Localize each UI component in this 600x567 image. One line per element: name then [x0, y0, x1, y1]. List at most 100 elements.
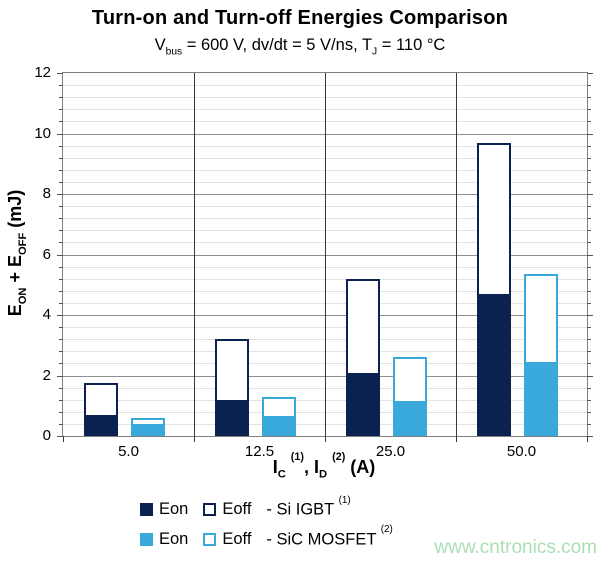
- si-igbt-stacked-bar-5.0: [83, 383, 118, 436]
- x-axis-tick: [63, 436, 64, 442]
- y-axis-tick: [587, 133, 593, 135]
- y-axis-tick: [59, 97, 63, 99]
- si-igbt-stacked-bar-25.0: [345, 278, 380, 436]
- si-igbt-eon-segment-5.0: [85, 414, 116, 434]
- y-axis-tick: [59, 278, 63, 280]
- y-axis-tick: [57, 254, 63, 256]
- y-axis-tick: [587, 85, 591, 87]
- x-category-label: 25.0: [375, 443, 406, 460]
- y-axis-tick: [587, 423, 591, 425]
- si-igbt-eon-segment-25.0: [347, 372, 378, 434]
- legend-row-si-igbt: Eon Eoff - Si IGBT (1): [140, 494, 393, 520]
- y-axis-tick: [59, 181, 63, 183]
- y-axis-tick: [587, 218, 591, 220]
- y-tick-label: 12: [34, 64, 51, 81]
- legend-series-label: - SiC MOSFET (2): [266, 524, 393, 548]
- y-axis-tick: [587, 339, 591, 341]
- legend: Eon Eoff - Si IGBT (1) Eon Eoff - SiC MO…: [140, 494, 393, 550]
- eon-sic-mosfet-swatch: [140, 532, 153, 546]
- y-axis-tick: [57, 436, 63, 437]
- y-axis-tick: [587, 109, 591, 111]
- y-axis-tick: [59, 411, 63, 413]
- x-axis-tick: [194, 436, 195, 442]
- legend-row-sic-mosfet: Eon Eoff - SiC MOSFET (2): [140, 524, 393, 550]
- si-igbt-eon-segment-50.0: [478, 293, 509, 434]
- x-axis-tick: [456, 436, 457, 442]
- y-axis-tick: [587, 194, 593, 195]
- y-axis-tick: [59, 423, 63, 425]
- legend-eoff-label: Eoff: [222, 500, 252, 519]
- y-axis-tick: [59, 242, 63, 244]
- sic-mosfet-stacked-bar-12.5: [261, 396, 296, 436]
- chart-subtitle: Vbus = 600 V, dv/dt = 5 V/ns, TJ = 110 °…: [154, 36, 446, 58]
- sic-mosfet-stacked-bar-25.0: [392, 357, 427, 436]
- y-axis-tick: [587, 436, 593, 437]
- category-separator: [456, 73, 457, 436]
- plot-area: 0 2 4 6 8 10 12 5.0 12.5 25.0 50.0: [34, 64, 593, 460]
- y-axis-tick: [587, 73, 593, 74]
- sic-mosfet-eon-segment-5.0: [132, 423, 163, 434]
- y-axis-tick: [587, 363, 591, 365]
- legend-eoff-label: Eoff: [222, 529, 252, 548]
- y-axis-tick: [59, 399, 63, 401]
- y-axis-tick: [57, 133, 63, 135]
- y-tick-label: 4: [42, 306, 51, 323]
- x-category-label: 5.0: [118, 443, 139, 460]
- legend-eon-label: Eon: [159, 529, 189, 548]
- y-axis-tick: [587, 145, 591, 147]
- y-axis-tick: [587, 254, 593, 256]
- x-axis-tick: [325, 436, 326, 442]
- y-axis-tick: [587, 399, 591, 401]
- y-axis-tick: [59, 230, 63, 232]
- y-axis-tick: [59, 169, 63, 171]
- x-axis-title: IC (1), ID (2) (A): [272, 451, 376, 481]
- si-igbt-stacked-bar-12.5: [214, 339, 249, 436]
- y-axis-tick: [587, 230, 591, 232]
- eoff-sic-mosfet-swatch: [203, 532, 217, 546]
- eon-si-igbt-swatch: [140, 503, 153, 517]
- y-tick-label: 10: [34, 124, 51, 142]
- y-axis-tick: [59, 206, 63, 208]
- y-axis-tick: [59, 145, 63, 147]
- y-tick-label: 8: [42, 185, 51, 202]
- si-igbt-eon-segment-12.5: [216, 399, 247, 434]
- y-axis-tick: [587, 181, 591, 183]
- x-category-label: 12.5: [244, 443, 275, 460]
- y-axis-tick: [587, 97, 591, 99]
- y-axis-tick: [57, 194, 63, 195]
- y-axis-tick: [587, 327, 591, 329]
- y-axis-tick: [587, 278, 591, 280]
- x-axis-tick: [587, 436, 588, 442]
- y-axis-tick: [587, 157, 591, 159]
- sic-mosfet-eon-segment-25.0: [394, 401, 425, 434]
- y-tick-label: 0: [42, 427, 51, 444]
- y-axis-tick: [587, 315, 593, 316]
- category-separator: [194, 73, 195, 436]
- y-axis-tick: [59, 290, 63, 292]
- legend-series-label: - Si IGBT (1): [266, 494, 351, 519]
- subtitle-text: V: [154, 36, 166, 54]
- y-axis-tick: [59, 302, 63, 304]
- watermark: www.cntronics.com: [434, 537, 597, 558]
- x-category-label: 50.0: [506, 443, 537, 460]
- y-axis-tick: [587, 266, 591, 268]
- y-axis-tick: [587, 351, 591, 353]
- y-axis-tick: [59, 218, 63, 220]
- y-axis-tick: [587, 375, 593, 377]
- y-axis-tick: [59, 387, 63, 389]
- y-axis-tick: [57, 375, 63, 377]
- y-axis-tick: [587, 290, 591, 292]
- legend-eon-label: Eon: [159, 500, 189, 519]
- sic-mosfet-eon-segment-50.0: [525, 361, 556, 434]
- y-axis-tick: [57, 73, 63, 74]
- y-axis-tick: [59, 266, 63, 268]
- y-axis-tick: [57, 315, 63, 316]
- y-axis-tick: [59, 157, 63, 159]
- chart-title: Turn-on and Turn-off Energies Comparison: [91, 7, 509, 29]
- y-axis-tick: [587, 121, 591, 123]
- y-axis-tick: [59, 339, 63, 341]
- y-axis-tick: [587, 302, 591, 304]
- si-igbt-stacked-bar-50.0: [476, 142, 511, 436]
- y-axis-tick: [587, 387, 591, 389]
- y-tick-label: 6: [42, 245, 51, 263]
